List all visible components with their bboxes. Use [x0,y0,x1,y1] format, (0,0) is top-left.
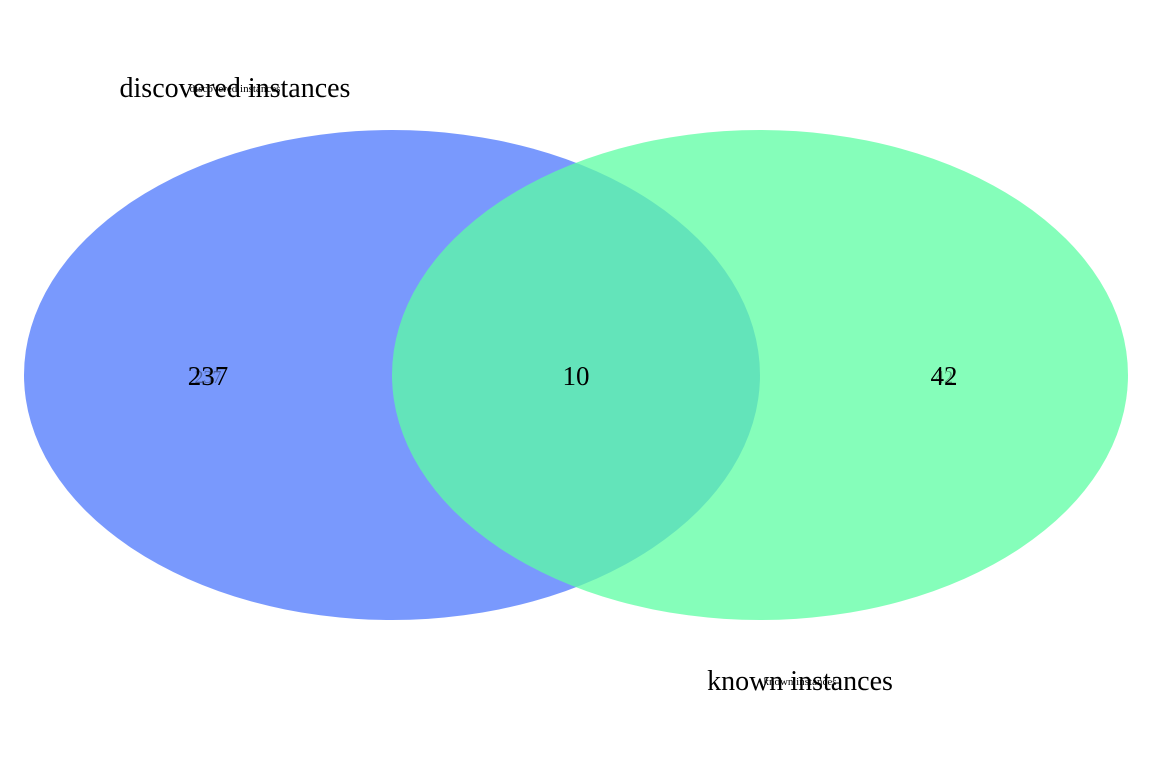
only-known-count-ghost: 42 [935,367,953,387]
only-discovered-count: 237 [188,361,229,391]
only-known-count: 42 [931,361,958,391]
intersection-count: 10 [563,361,590,391]
known-instances-label: known instances [707,666,893,697]
discovered-instances-label-small: discovered instances [190,83,281,95]
discovered-instances-label: discovered instances [120,73,351,104]
only-discovered-count-ghost: 237 [195,367,222,387]
known-instances-label-small: known instances [763,676,836,688]
known-instances-ellipse [392,130,1128,620]
